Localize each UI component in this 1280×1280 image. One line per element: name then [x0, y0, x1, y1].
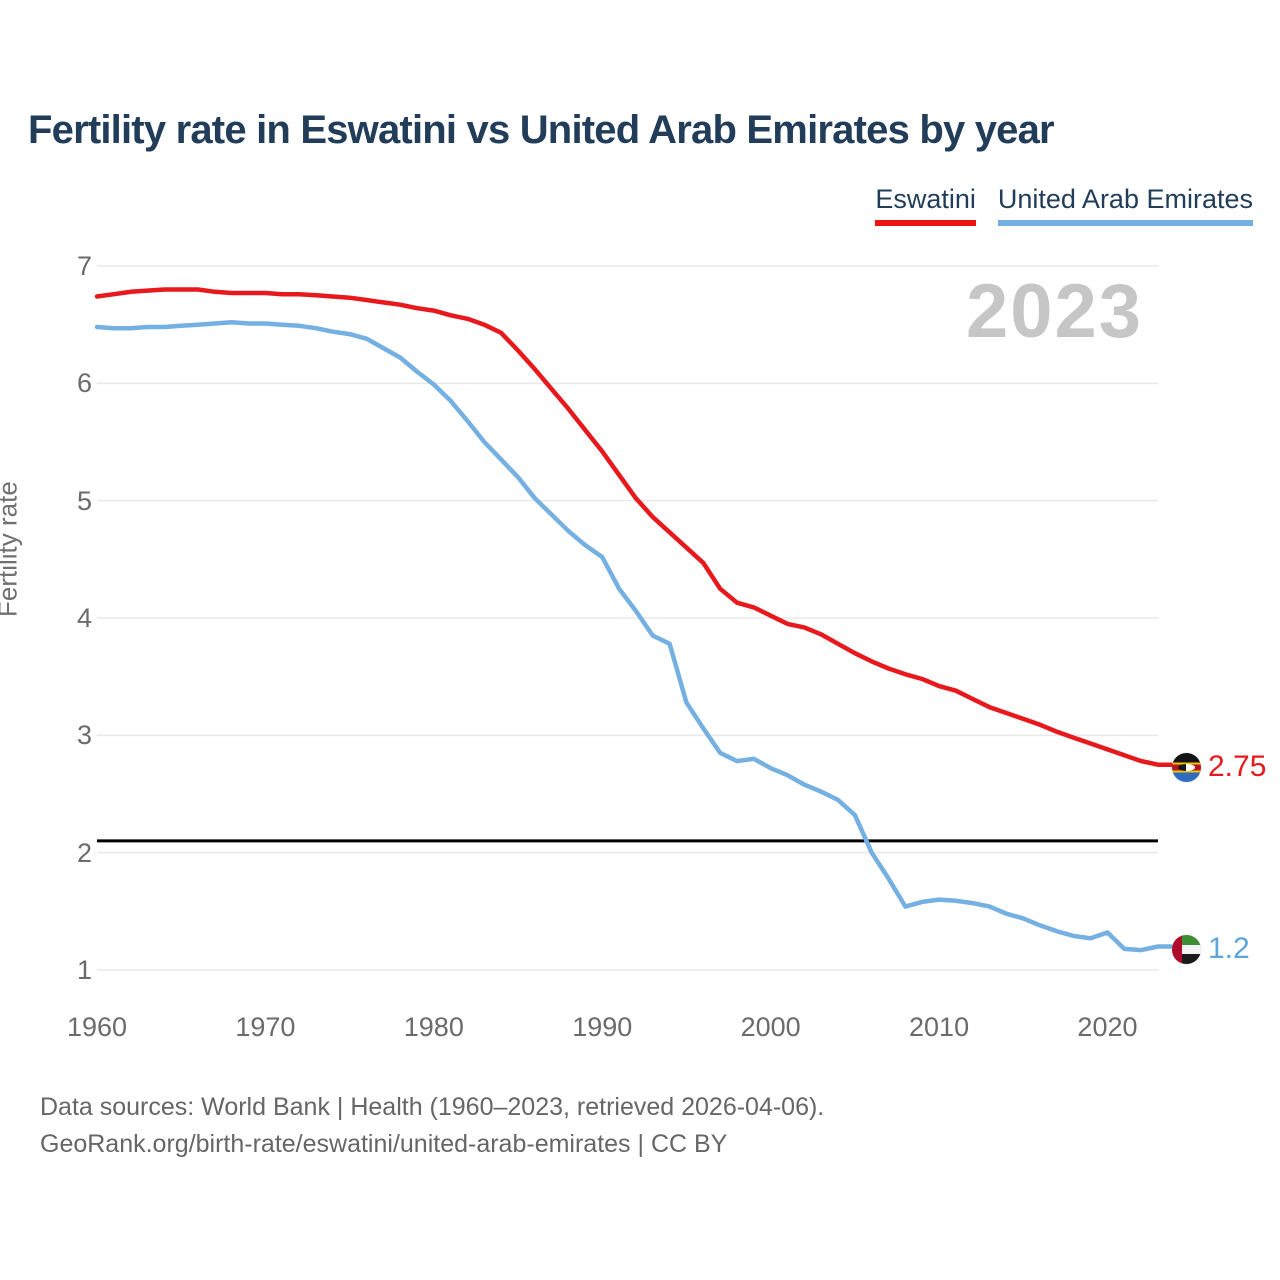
- y-tick-label-1: 1: [76, 955, 92, 985]
- legend: Eswatini United Arab Emirates: [875, 184, 1253, 226]
- x-tick-label-1960: 1960: [66, 1012, 128, 1042]
- legend-item-eswatini[interactable]: Eswatini: [875, 184, 976, 226]
- y-tick-label-6: 6: [76, 368, 92, 399]
- y-axis-title: Fertility rate: [0, 481, 23, 617]
- footer-sources-line: Data sources: World Bank | Health (1960–…: [40, 1093, 825, 1121]
- series-line-eswatini: [94, 287, 1174, 767]
- end-value-uae: 1.2: [1208, 932, 1250, 966]
- x-tick-label-2000: 2000: [740, 1012, 801, 1042]
- y-tick-label-7: 7: [76, 251, 92, 281]
- footer-attribution-line: GeoRank.org/birth-rate/eswatini/united-a…: [40, 1130, 728, 1158]
- y-tick-label-5: 5: [76, 485, 92, 516]
- x-tick-label-2020: 2020: [1077, 1012, 1138, 1042]
- footer: Data sources: World Bank | Health (1960–…: [40, 1089, 824, 1163]
- page-title: Fertility rate in Eswatini vs United Ara…: [28, 108, 1055, 152]
- x-tick-label-1990: 1990: [572, 1012, 633, 1042]
- x-tick-label-1980: 1980: [403, 1012, 464, 1042]
- eswatini-flag-icon: [1172, 752, 1201, 782]
- end-label-eswatini: 2.75: [1172, 750, 1266, 784]
- end-label-uae: 1.2: [1172, 932, 1250, 966]
- year-annotation: 2023: [966, 269, 1144, 354]
- series-line-united-arab-emirates: [94, 320, 1174, 953]
- y-tick-label-2: 2: [76, 837, 92, 868]
- uae-flag-icon: [1172, 934, 1201, 964]
- end-value-eswatini: 2.75: [1208, 750, 1267, 784]
- y-tick-label-4: 4: [76, 603, 92, 633]
- x-tick-label-2010: 2010: [909, 1012, 970, 1042]
- y-tick-label-3: 3: [76, 720, 92, 751]
- legend-item-united-arab-emirates[interactable]: United Arab Emirates: [997, 184, 1253, 226]
- x-tick-label-1970: 1970: [235, 1012, 296, 1042]
